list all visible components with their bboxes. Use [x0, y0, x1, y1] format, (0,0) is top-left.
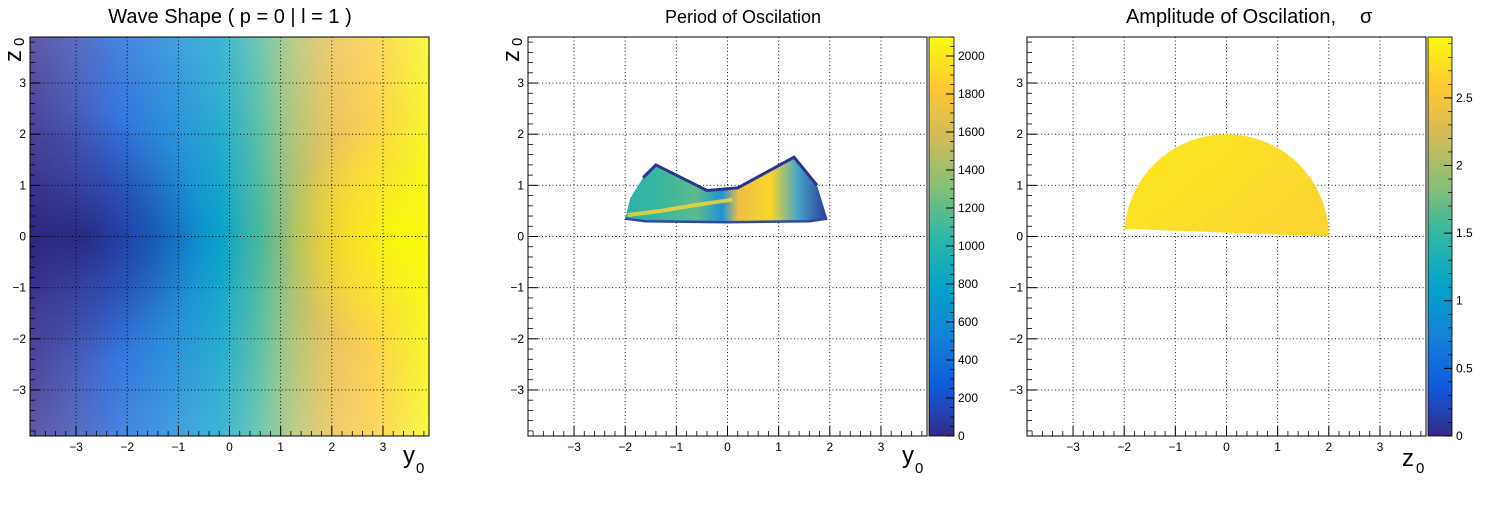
y-tick-label: −2 [12, 332, 26, 346]
colorbar-tick-label: 200 [958, 391, 978, 405]
colorbar-tick-label: 1000 [958, 239, 985, 253]
y-tick-label: 2 [19, 127, 26, 141]
y-tick-label: 1 [19, 178, 26, 192]
period-region [625, 155, 828, 224]
y-tick-label: 1 [517, 178, 524, 192]
x-tick-label: 1 [277, 440, 284, 454]
panel-wave-shape: Wave Shape ( p = 0 | l = 1 ) −3 −2 −1 0 1 2 3−… [0, 6, 430, 477]
y-axis-title: z [498, 50, 525, 62]
colorbar-tick-label: 0 [1456, 429, 1463, 443]
colorbar-tick-label: 1 [1456, 294, 1463, 308]
y-axis-title-subscript: 0 [11, 38, 28, 46]
axis-ticks: −3 −2 −1 0 1 2 3 −3 −2 −1 0 1 2 3 [1009, 41, 1422, 454]
grid-lines [528, 37, 927, 436]
x-axis-title-subscript: 0 [416, 460, 424, 477]
amplitude-region [1124, 134, 1329, 237]
x-tick-label: 1 [1274, 440, 1281, 454]
colorbar-tick-label: 0.5 [1456, 361, 1473, 375]
y-tick-label: −2 [1009, 332, 1023, 346]
x-tick-label: 2 [826, 440, 833, 454]
colorbar-tick-label: 0 [958, 429, 965, 443]
colorbar-tick-label: 2000 [958, 49, 985, 63]
colorbar-tick-label: 800 [958, 277, 978, 291]
y-tick-label: −1 [12, 281, 26, 295]
y-axis-title-subscript: 0 [509, 38, 526, 46]
colorbar-tick-label: 1.5 [1456, 226, 1473, 240]
colorbar-tick-label: 1400 [958, 163, 985, 177]
y-tick-label: 2 [517, 127, 524, 141]
y-tick-label: −1 [510, 281, 524, 295]
colorbar-tick-label: 600 [958, 315, 978, 329]
colorbar [1427, 36, 1453, 437]
colorbar-tick-label: 2.5 [1456, 91, 1473, 105]
y-tick-label: 3 [19, 76, 26, 90]
axis-ticks: −3 −2 −1 0 1 2 3 −3 −2 −1 0 1 2 3 [510, 41, 923, 454]
period-bottom-edge [625, 217, 828, 224]
y-tick-label: −1 [1009, 281, 1023, 295]
x-tick-label: 3 [878, 440, 885, 454]
x-axis-title: z [1402, 445, 1414, 472]
colorbar-tick-label: 400 [958, 353, 978, 367]
colorbar-ticks: 0 0.5 1 1.5 2 2.5 [1444, 43, 1473, 443]
y-tick-label: −3 [12, 383, 26, 397]
amplitude-half-disc [1124, 134, 1329, 237]
x-tick-label: −1 [1169, 440, 1183, 454]
x-tick-label: 2 [328, 440, 335, 454]
y-tick-label: 0 [1016, 230, 1023, 244]
period-yellow-streak [627, 197, 733, 217]
chart-title: Wave Shape ( p = 0 | l = 1 ) [108, 6, 351, 28]
x-tick-label: −2 [120, 440, 134, 454]
y-tick-label: 3 [1016, 76, 1023, 90]
y-tick-label: 1 [1016, 178, 1023, 192]
x-axis-title-subscript: 0 [915, 460, 923, 477]
x-tick-label: −2 [1117, 440, 1131, 454]
period-top-edge [642, 155, 819, 193]
y-tick-label: 2 [1016, 127, 1023, 141]
x-axis-title-subscript: 0 [1416, 460, 1424, 477]
x-tick-label: −1 [670, 440, 684, 454]
colorbar-ticks: 0 200 400 600 800 1000 1200 1400 1600 1800 2000 [946, 36, 985, 443]
grid-lines [30, 37, 429, 436]
x-tick-label: −3 [567, 440, 581, 454]
x-axis-title: y [403, 442, 415, 469]
chart-title: Amplitude of Oscilation, [1126, 6, 1336, 28]
sigma-symbol: σ [1360, 6, 1373, 28]
colorbar-tick-label: 2 [1456, 158, 1463, 172]
x-tick-label: 3 [380, 440, 387, 454]
panel-amplitude: Amplitude of Oscilation, σ −3 −2 −1 0 1 2 3−3−… [1009, 6, 1473, 477]
chart-title: Period of Oscilation [665, 7, 821, 27]
y-tick-label: 0 [19, 230, 26, 244]
colorbar-tick-label: 1800 [958, 87, 985, 101]
x-tick-label: −2 [618, 440, 632, 454]
panel-period: Period of Oscilation −3 −2 −1 0 1 2 3−3−2−1012… [498, 7, 985, 477]
y-tick-label: −3 [1009, 383, 1023, 397]
colorbar-tick-label: 1200 [958, 201, 985, 215]
x-tick-label: −3 [1066, 440, 1080, 454]
x-tick-label: −3 [69, 440, 83, 454]
y-tick-label: 0 [517, 230, 524, 244]
y-tick-label: −2 [510, 332, 524, 346]
x-tick-label: −1 [172, 440, 186, 454]
grid-lines [1027, 37, 1426, 436]
x-tick-label: 2 [1325, 440, 1332, 454]
x-tick-label: 0 [1223, 440, 1230, 454]
colorbar-tick-label: 1600 [958, 125, 985, 139]
y-tick-label: 3 [517, 76, 524, 90]
x-tick-label: 0 [724, 440, 731, 454]
x-axis-title: y [902, 442, 914, 469]
colorbar [928, 36, 955, 437]
x-tick-label: 3 [1377, 440, 1384, 454]
y-axis-title: z [0, 50, 27, 62]
x-tick-label: 1 [775, 440, 782, 454]
x-tick-label: 0 [226, 440, 233, 454]
y-tick-label: −3 [510, 383, 524, 397]
axis-ticks: −3 −2 −1 0 1 2 3 −3 −2 −1 0 1 2 3 [12, 41, 425, 454]
